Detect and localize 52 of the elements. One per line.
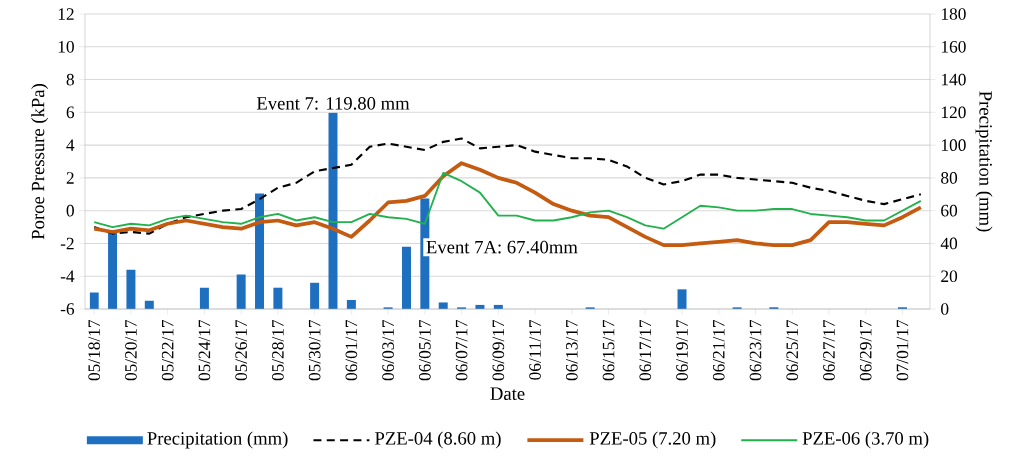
- y2-tick-label: 140: [941, 73, 966, 86]
- x-axis-title: Date: [490, 387, 525, 400]
- x-tick-label: 05/20/17: [125, 319, 137, 381]
- y-tick-label: 12: [58, 8, 74, 20]
- y2-tick-label: 80: [941, 172, 958, 184]
- y-tick-label: 0: [66, 204, 74, 217]
- y2-tick-label: 160: [941, 40, 966, 53]
- x-tick-label: 05/18/17: [88, 319, 101, 381]
- x-tick-label: 06/11/17: [529, 319, 541, 380]
- x-tick-label: 06/23/17: [749, 319, 762, 381]
- y2-tick-label: 180: [941, 8, 966, 20]
- y2-tick-label: 60: [941, 204, 958, 217]
- y2-tick-label: 20: [941, 270, 958, 283]
- legend-label: Precipitation (mm): [147, 431, 288, 449]
- annotation: Event 7: 119.80 mm: [256, 97, 410, 110]
- y2-tick-label: 100: [941, 139, 966, 151]
- x-tick-label: 07/01/17: [896, 319, 909, 381]
- x-tick-label: 06/15/17: [602, 319, 615, 381]
- x-tick-label: 06/03/17: [382, 319, 394, 381]
- y-tick-label: -6: [60, 303, 75, 315]
- x-tick-label: 06/07/17: [455, 319, 468, 381]
- x-tick-label: 06/25/17: [786, 319, 799, 381]
- annotation: Event 7A: 67.40mm: [426, 240, 578, 254]
- y-tick-label: -2: [60, 237, 74, 250]
- legend-label: PZE-05 (7.20 m): [589, 431, 716, 449]
- x-tick-label: 06/09/17: [492, 319, 505, 381]
- y-tick-label: -4: [60, 270, 75, 282]
- x-tick-label: 06/27/17: [823, 319, 835, 381]
- x-tick-label: 06/17/17: [639, 319, 652, 381]
- x-tick-label: 06/29/17: [859, 319, 872, 381]
- y2-tick-label: 120: [941, 106, 966, 119]
- y-tick-label: 6: [66, 106, 75, 119]
- x-tick-label: 05/24/17: [198, 319, 211, 381]
- x-tick-label: 05/26/17: [235, 319, 247, 381]
- x-tick-label: 05/28/17: [272, 319, 284, 381]
- legend-label: PZE-04 (8.60 m): [375, 431, 501, 449]
- y-axis-title: Poroe Pressure (kPa): [31, 84, 49, 240]
- x-tick-label: 06/21/17: [712, 319, 725, 381]
- x-tick-label: 05/30/17: [308, 319, 321, 381]
- y2-axis-title: Precipitation (mm): [975, 91, 993, 232]
- x-tick-label: 06/01/17: [345, 319, 358, 381]
- x-tick-label: 06/13/17: [565, 319, 578, 381]
- y-tick-label: 10: [58, 40, 74, 53]
- y-tick-label: 2: [66, 172, 74, 184]
- y2-tick-label: 40: [940, 237, 958, 250]
- x-tick-label: 06/05/17: [419, 319, 431, 381]
- legend-label: PZE-06 (3.70 m): [802, 431, 929, 449]
- y-tick-label: 8: [66, 73, 74, 86]
- y-tick-label: 4: [66, 139, 75, 151]
- x-tick-label: 06/19/17: [676, 319, 688, 381]
- x-tick-label: 05/22/17: [161, 319, 174, 381]
- y2-tick-label: 0: [941, 303, 949, 315]
